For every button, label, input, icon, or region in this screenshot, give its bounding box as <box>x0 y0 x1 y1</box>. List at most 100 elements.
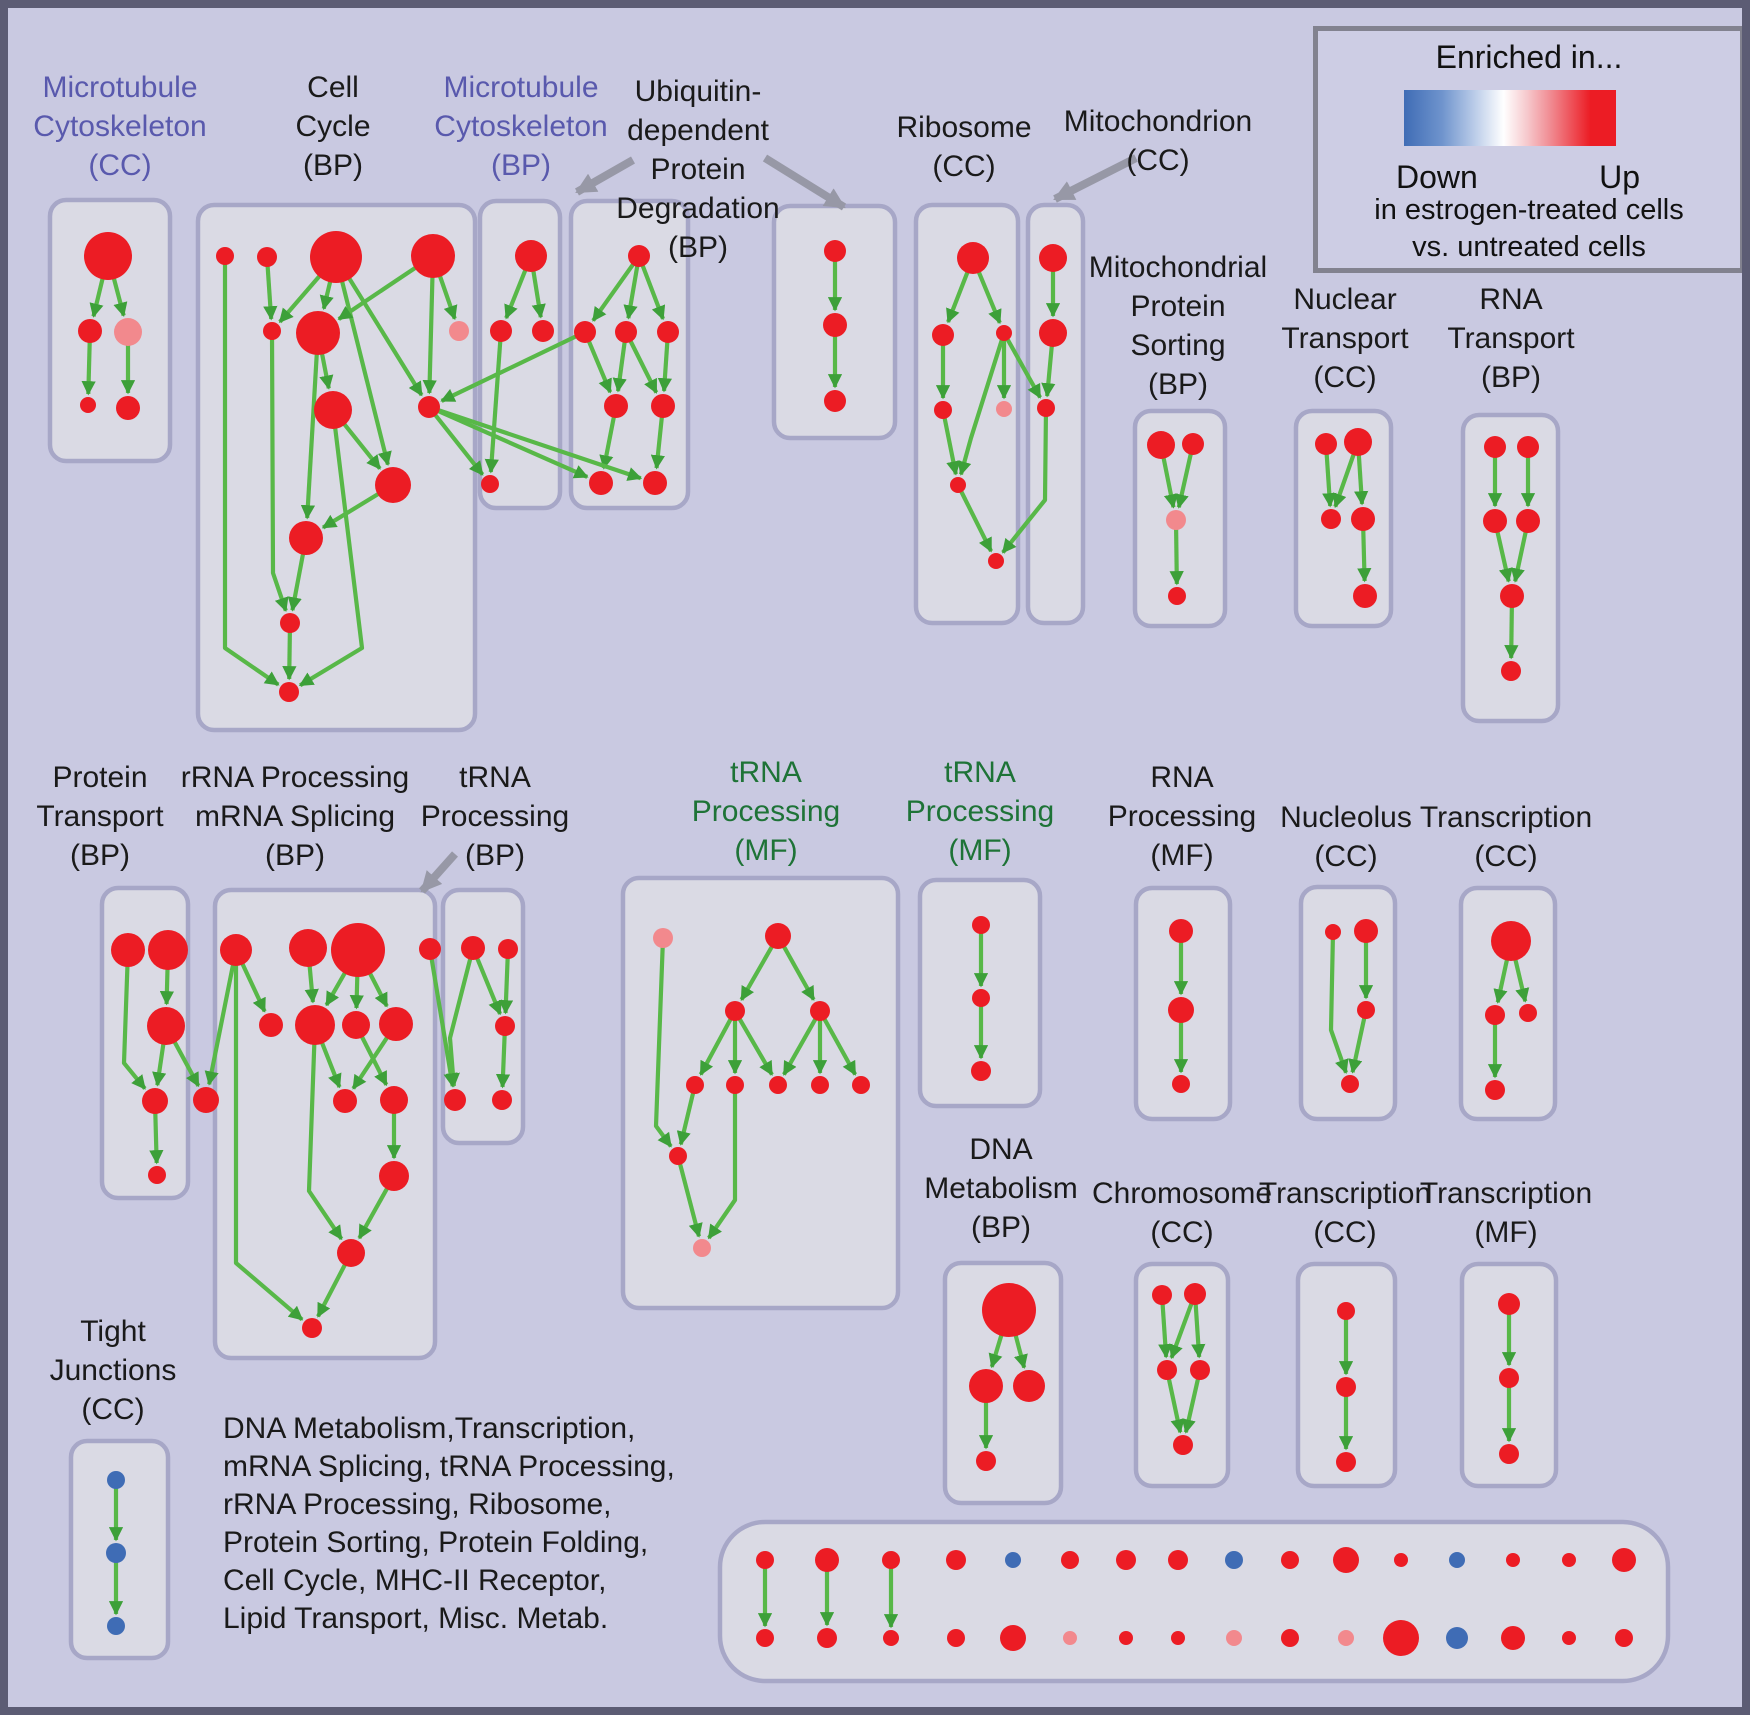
graph-node-mixed-bottom-strip-c14b <box>1501 1626 1525 1650</box>
graph-node-microtubule-cytoskeleton-bp-T <box>515 240 547 272</box>
graph-node-ribosome-cc-RLO <box>950 477 966 493</box>
graph-node-trna-processing-bp-T2 <box>498 939 518 959</box>
cross-edge <box>440 330 586 403</box>
graph-node-mixed-bottom-strip-c13b <box>1446 1627 1468 1649</box>
pointer-mitochondrion <box>1053 154 1138 203</box>
graph-edge-chromosome-cc <box>1164 1369 1185 1434</box>
misc-clusters-note: DNA Metabolism,Transcription, mRNA Splic… <box>223 1412 675 1635</box>
graph-node-mitochondrion-cc-ML <box>1037 399 1055 417</box>
graph-edge-ubiquitin-degradation-bp <box>637 255 666 321</box>
label-cell-cycle-bp: Cell Cycle (BP) <box>295 71 371 182</box>
graph-node-trna-processing-mf-1-B4 <box>811 1076 829 1094</box>
network-diagram <box>47 154 1671 1684</box>
graph-node-rrna-processing-mrna-splicing-bp-R31 <box>193 1087 219 1113</box>
graph-node-mixed-bottom-strip-c9t <box>1225 1551 1243 1569</box>
label-dna-metabolism-bp: DNA Metabolism (BP) <box>924 1133 1078 1244</box>
graph-node-protein-transport-bp-B <box>148 930 188 970</box>
graph-edge-trna-processing-bp <box>445 947 476 1088</box>
graph-node-rrna-processing-mrna-splicing-bp-R12 <box>289 929 327 967</box>
cross-edge <box>1002 331 1042 399</box>
graph-edge-trna-processing-bp <box>498 948 514 1015</box>
label-transcription-mf: Transcription (MF) <box>1419 1177 1593 1249</box>
graph-node-ubiquitin-degradation-bp-U4 <box>604 394 628 418</box>
graph-node-dna-metabolism-bp-C <box>1013 1370 1045 1402</box>
graph-node-trna-processing-bp-T5 <box>492 1090 512 1110</box>
graph-edge-trna-processing-mf-1 <box>675 1155 703 1238</box>
graph-node-tight-junctions-cc-A <box>107 1471 125 1489</box>
graph-edge-trna-processing-mf-1 <box>818 1009 858 1076</box>
graph-node-rrna-processing-mrna-splicing-bp-R32 <box>333 1089 357 1113</box>
label-ribosome-cc: Ribosome (CC) <box>896 111 1032 183</box>
graph-node-cell-cycle-bp-K <box>289 521 323 555</box>
graph-node-ubiquitin-degradation-bp-U2 <box>615 321 637 343</box>
graph-node-mixed-bottom-strip-c1t <box>756 1551 774 1569</box>
graph-node-rna-transport-bp-E <box>1500 584 1524 608</box>
graph-node-cell-cycle-bp-D <box>411 234 455 278</box>
cross-edge <box>428 405 589 479</box>
graph-node-rna-processing-mf-A <box>1169 919 1193 943</box>
graph-node-rna-transport-bp-A <box>1484 436 1506 458</box>
graph-edge-trna-processing-mf-1 <box>733 1009 774 1076</box>
graph-edge-rrna-processing-mrna-splicing-bp <box>204 949 239 1086</box>
graph-node-ribosome-cc-RL <box>932 324 954 346</box>
graph-node-nuclear-transport-cc-B <box>1344 428 1372 456</box>
graph-edge-cell-cycle-bp <box>263 256 278 321</box>
graph-node-transcription-mf-A <box>1498 1293 1520 1315</box>
graph-node-trna-processing-mf-1-B2 <box>726 1076 744 1094</box>
graph-node-mitochondrion-cc-MT <box>1039 244 1067 272</box>
graph-edge-cell-cycle-bp <box>269 330 289 613</box>
graph-node-microtubule-cytoskeleton-cc-BL <box>80 397 96 413</box>
graph-edge-trna-processing-mf-1 <box>698 1010 737 1076</box>
graph-node-chromosome-cc-E <box>1173 1435 1193 1455</box>
graph-node-trna-processing-mf-2-B <box>972 989 990 1007</box>
graph-node-mixed-bottom-strip-c10b <box>1281 1629 1299 1647</box>
graph-node-ribosome-cc-RP <box>996 401 1012 417</box>
graph-node-ubiquitin-degradation-bp-U3 <box>657 321 679 343</box>
cross-edge <box>427 405 485 476</box>
graph-node-transcription-cc-1-D <box>1485 1080 1505 1100</box>
graph-node-trna-processing-bp-T1 <box>461 936 485 960</box>
label-trna-processing-mf-2: tRNA Processing (MF) <box>905 756 1055 867</box>
graph-edge-protein-transport-bp <box>121 949 147 1090</box>
graph-node-rrna-processing-mrna-splicing-bp-R43 <box>302 1318 322 1338</box>
graph-node-mixed-bottom-strip-c11t <box>1333 1547 1359 1573</box>
graph-node-trna-processing-mf-1-PB <box>693 1239 711 1257</box>
label-mitochondrial-protein-sorting-bp: Mitochondrial Protein Sorting (BP) <box>1088 251 1268 401</box>
graph-node-transcription-cc-1-C <box>1519 1004 1537 1022</box>
graph-node-rrna-processing-mrna-splicing-bp-R23 <box>342 1011 370 1039</box>
graph-node-trna-processing-mf-1-B5 <box>852 1076 870 1094</box>
graph-node-mitochondrial-protein-sorting-bp-A <box>1147 431 1175 459</box>
graph-node-mixed-bottom-strip-c13t <box>1449 1552 1465 1568</box>
graph-node-cell-cycle-bp-J <box>375 467 411 503</box>
graph-edge-rrna-processing-mrna-splicing-bp <box>306 1024 344 1241</box>
graph-node-cell-cycle-bp-A <box>216 247 234 265</box>
label-chromosome-cc: Chromosome (CC) <box>1091 1177 1273 1249</box>
legend-gradient-bar <box>1404 90 1616 146</box>
graph-node-protein-transport-bp-A <box>111 933 145 967</box>
graph-node-ubiquitin-degradation-bp-U6 <box>589 471 613 495</box>
legend: Enriched in... Down Up in estrogen-treat… <box>1313 26 1742 273</box>
graph-edge-ubiquitin-degradation-bp <box>624 331 659 394</box>
graph-node-mixed-bottom-strip-c8t <box>1168 1550 1188 1570</box>
label-transcription-cc-2: Transcription (CC) <box>1258 1177 1432 1249</box>
cluster-box-transcription-cc-1 <box>1458 885 1558 1122</box>
label-nucleolus-cc: Nucleolus (CC) <box>1280 801 1412 873</box>
graph-node-rrna-processing-mrna-splicing-bp-R33 <box>380 1086 408 1114</box>
label-trna-processing-mf-1: tRNA Processing (MF) <box>691 756 841 867</box>
graph-edge-cell-cycle-bp <box>222 256 280 687</box>
graph-edge-rrna-processing-mrna-splicing-bp <box>233 950 304 1322</box>
label-protein-transport-bp: Protein Transport (BP) <box>36 761 164 872</box>
graph-node-mixed-bottom-strip-c10t <box>1281 1551 1299 1569</box>
graph-node-transcription-cc-2-A <box>1337 1302 1355 1320</box>
graph-node-mixed-bottom-strip-c6t <box>1061 1551 1079 1569</box>
graph-node-trna-processing-mf-1-MR <box>810 1001 830 1021</box>
graph-node-trna-processing-mf-1-ML <box>725 1001 745 1021</box>
graph-edge-ribosome-cc <box>940 409 961 476</box>
graph-edge-trna-processing-mf-1 <box>782 1009 822 1076</box>
graph-node-ubiquitin-degradation-bp-2-C <box>824 390 846 412</box>
graph-node-mixed-bottom-strip-c7b <box>1119 1631 1133 1645</box>
graph-node-ribosome-cc-RR <box>996 325 1012 341</box>
graph-edge-mitochondrial-protein-sorting-bp <box>1169 519 1184 586</box>
graph-node-trna-processing-mf-1-B1 <box>686 1076 704 1094</box>
